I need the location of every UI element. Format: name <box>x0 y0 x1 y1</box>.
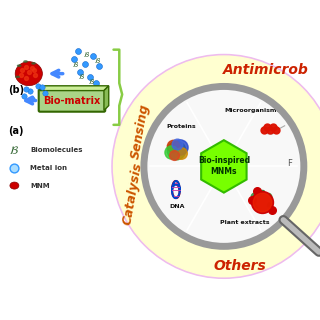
Ellipse shape <box>260 190 265 193</box>
Text: Antimicrob: Antimicrob <box>223 63 308 77</box>
Point <box>29 96 35 101</box>
Point <box>12 165 17 171</box>
Text: (a): (a) <box>8 126 23 136</box>
Text: $\mathcal{B}$: $\mathcal{B}$ <box>10 144 19 156</box>
Point <box>90 53 95 59</box>
Point <box>71 57 76 62</box>
Circle shape <box>144 86 304 246</box>
Text: Biomolecules: Biomolecules <box>30 148 83 153</box>
Point <box>24 86 29 92</box>
Polygon shape <box>40 86 109 91</box>
Point <box>82 61 87 67</box>
Point <box>178 150 183 156</box>
Point <box>271 124 276 130</box>
Point <box>77 69 83 75</box>
Ellipse shape <box>267 202 271 207</box>
Text: Proteins: Proteins <box>166 124 196 129</box>
Ellipse shape <box>261 125 279 134</box>
Text: $\mathcal{B}$: $\mathcal{B}$ <box>94 56 101 65</box>
Point <box>177 144 182 149</box>
Polygon shape <box>201 140 247 193</box>
Point <box>33 73 38 78</box>
Point <box>93 80 99 85</box>
Text: $\mathcal{B}$: $\mathcal{B}$ <box>88 77 95 86</box>
Text: MNM: MNM <box>30 183 50 188</box>
Point <box>36 84 41 89</box>
Point <box>87 74 92 79</box>
FancyArrowPatch shape <box>26 97 36 104</box>
Point <box>255 189 260 194</box>
Point <box>26 69 31 75</box>
Ellipse shape <box>23 60 28 63</box>
Point <box>18 73 23 78</box>
Point <box>42 90 47 95</box>
Point <box>170 143 175 148</box>
Point <box>76 49 81 54</box>
Point <box>268 127 273 132</box>
Ellipse shape <box>268 193 272 198</box>
Text: Sensing: Sensing <box>130 102 152 160</box>
Text: DNA: DNA <box>170 204 185 209</box>
Point <box>273 127 278 132</box>
FancyArrowPatch shape <box>52 70 63 77</box>
Circle shape <box>112 54 320 278</box>
Point <box>175 141 180 147</box>
Point <box>269 207 275 212</box>
Text: $\mathcal{B}$: $\mathcal{B}$ <box>72 60 79 68</box>
Point <box>262 127 267 132</box>
Ellipse shape <box>15 76 20 78</box>
Text: Bio-matrix: Bio-matrix <box>43 95 100 106</box>
FancyBboxPatch shape <box>39 89 105 112</box>
Point <box>28 89 33 94</box>
Circle shape <box>114 56 320 277</box>
Text: Bio-inspired
MNMs: Bio-inspired MNMs <box>198 156 250 176</box>
Point <box>172 153 177 158</box>
Ellipse shape <box>17 64 21 67</box>
Text: $\mathcal{B}$: $\mathcal{B}$ <box>83 50 90 59</box>
Point <box>21 93 27 99</box>
Ellipse shape <box>251 193 255 198</box>
Polygon shape <box>104 86 109 110</box>
Text: Microorganisms: Microorganisms <box>225 108 281 113</box>
Text: Plant extracts: Plant extracts <box>220 220 269 225</box>
Text: Metal ion: Metal ion <box>30 165 68 171</box>
Point <box>97 63 102 68</box>
Point <box>265 124 270 130</box>
Point <box>173 148 179 153</box>
Ellipse shape <box>254 204 258 209</box>
Point <box>250 197 255 203</box>
Point <box>29 65 35 70</box>
Ellipse shape <box>10 182 19 189</box>
Text: Catalysis: Catalysis <box>121 161 145 226</box>
Point <box>260 199 265 204</box>
Text: $\mathcal{B}$: $\mathcal{B}$ <box>78 72 85 81</box>
Point <box>20 68 25 73</box>
Point <box>169 149 174 155</box>
Text: F: F <box>287 159 292 168</box>
Text: Others: Others <box>213 259 266 273</box>
Point <box>39 84 44 90</box>
Ellipse shape <box>31 62 36 65</box>
Point <box>23 76 28 81</box>
Point <box>260 199 265 204</box>
Point <box>31 68 36 73</box>
Point <box>23 65 28 70</box>
Text: (b): (b) <box>8 85 24 95</box>
Ellipse shape <box>15 62 42 86</box>
